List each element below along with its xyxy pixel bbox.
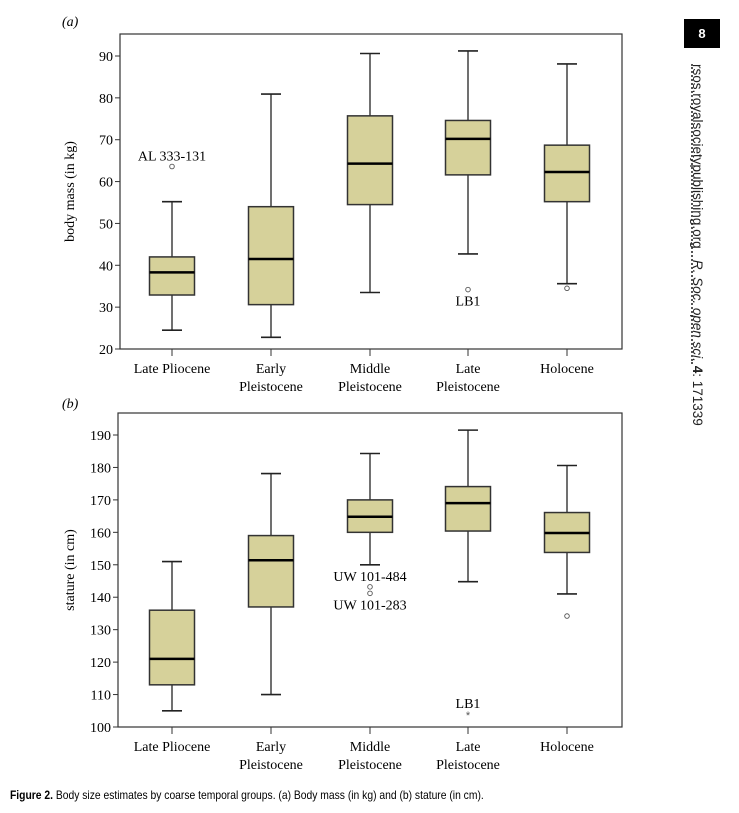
- outlier-point: [169, 163, 175, 170]
- outlier-point: [367, 584, 373, 590]
- outlier-label: UW 101-283: [333, 598, 406, 613]
- x-tick-label: Pleistocene: [239, 380, 303, 395]
- figure-caption: Figure 2. Body size estimates by coarse …: [10, 788, 484, 802]
- y-tick-label: 80: [99, 92, 113, 107]
- y-tick-label: 190: [90, 429, 111, 444]
- x-tick-label: Holocene: [540, 740, 594, 755]
- box-iqr: [148, 609, 196, 686]
- outlier-point: [465, 286, 471, 293]
- y-tick-label: 60: [99, 176, 113, 191]
- box-iqr: [148, 256, 196, 296]
- x-tick-label: Early: [256, 740, 286, 755]
- page-number-badge: 8: [684, 19, 720, 48]
- outlier-point: [564, 613, 570, 619]
- caption-text: Body size estimates by coarse temporal g…: [53, 788, 484, 802]
- x-tick-label: Late Pliocene: [134, 362, 211, 377]
- x-tick-label: Pleistocene: [436, 758, 500, 773]
- x-tick-label: Pleistocene: [338, 380, 402, 395]
- panel-label: (a): [62, 15, 79, 30]
- y-tick-label: 50: [99, 217, 113, 232]
- box-iqr: [444, 485, 492, 532]
- box-iqr: [247, 205, 295, 306]
- y-axis-label: body mass (in kg): [63, 141, 78, 242]
- x-tick-label: Middle: [350, 362, 390, 377]
- x-tick-label: Pleistocene: [239, 758, 303, 773]
- journal-reference: rsos.royalsocietypublishing.org R. Soc. …: [690, 64, 705, 426]
- x-tick-label: Holocene: [540, 362, 594, 377]
- panel-label: (b): [62, 397, 79, 412]
- box-iqr: [247, 534, 295, 608]
- y-tick-label: 70: [99, 134, 113, 149]
- y-tick-label: 140: [90, 591, 111, 606]
- y-tick-label: 130: [90, 624, 111, 639]
- y-tick-label: 170: [90, 494, 111, 509]
- outlier-label: LB1: [456, 697, 481, 712]
- y-tick-label: 40: [99, 259, 113, 274]
- x-tick-label: Late Pliocene: [134, 740, 211, 755]
- outlier-label: LB1: [456, 295, 481, 310]
- y-tick-label: 20: [99, 343, 113, 358]
- x-tick-label: Late: [456, 362, 481, 377]
- box-iqr: [444, 119, 492, 176]
- x-tick-label: Late: [456, 740, 481, 755]
- box-iqr: [543, 144, 591, 203]
- plot-frame: [119, 33, 623, 350]
- x-tick-label: Early: [256, 362, 286, 377]
- caption-label: Figure 2.: [10, 788, 54, 802]
- outlier-star-marker: *: [466, 710, 471, 722]
- outlier-point: [564, 285, 570, 292]
- x-tick-label: Pleistocene: [338, 758, 402, 773]
- y-tick-label: 110: [91, 689, 111, 704]
- outlier-label: AL 333-131: [138, 150, 206, 165]
- y-tick-label: 90: [99, 50, 113, 65]
- x-tick-label: Middle: [350, 740, 390, 755]
- box-iqr: [346, 115, 394, 206]
- outlier-label: UW 101-484: [333, 570, 406, 585]
- x-tick-label: Pleistocene: [436, 380, 500, 395]
- journal-article: : 171339: [690, 373, 705, 426]
- y-tick-label: 150: [90, 559, 111, 574]
- journal-url: rsos.royalsocietypublishing.org: [690, 64, 705, 249]
- y-tick-label: 30: [99, 301, 113, 316]
- page-number: 8: [698, 26, 706, 41]
- y-axis-label: stature (in cm): [63, 529, 78, 611]
- y-tick-label: 160: [90, 526, 111, 541]
- journal-name: R. Soc. open sci.: [690, 259, 705, 362]
- outlier-point: [367, 590, 373, 597]
- dotted-divider: [691, 64, 693, 364]
- y-tick-label: 100: [90, 721, 111, 736]
- y-tick-label: 120: [90, 656, 111, 671]
- y-tick-label: 180: [90, 461, 111, 476]
